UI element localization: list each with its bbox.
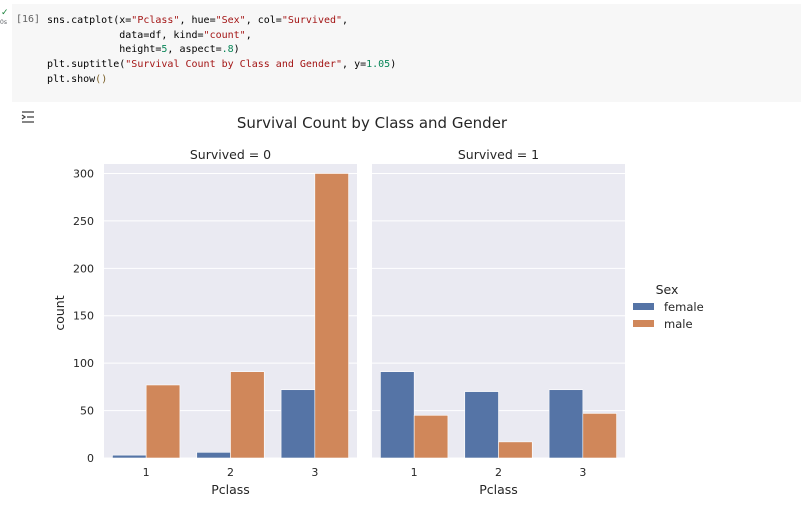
- run-time: 0s: [0, 19, 7, 26]
- bar-female: [196, 452, 231, 459]
- y-tick-label: 250: [73, 215, 94, 228]
- y-tick-label: 300: [73, 167, 94, 180]
- panel-title: Survived = 1: [458, 147, 539, 162]
- code-editor[interactable]: sns.catplot(x="Pclass", hue="Sex", col="…: [47, 14, 396, 88]
- bar-female: [548, 389, 584, 459]
- bar-female: [464, 391, 499, 459]
- panel-title: Survived = 0: [190, 147, 271, 162]
- x-tick-label: 3: [311, 466, 318, 479]
- y-tick-label: 150: [73, 310, 94, 323]
- chart-title: Survival Count by Class and Gender: [237, 114, 508, 132]
- x-tick-label: 1: [411, 466, 418, 479]
- x-tick-label: 2: [495, 466, 502, 479]
- run-status[interactable]: ✓ 0s: [0, 8, 12, 28]
- bar-male: [230, 371, 265, 459]
- legend-title: Sex: [656, 282, 679, 297]
- code-cell[interactable]: [12, 4, 801, 102]
- y-tick-label: 0: [87, 452, 94, 465]
- bar-male: [413, 415, 449, 459]
- x-axis-label: Pclass: [479, 482, 518, 497]
- y-axis-label: count: [52, 295, 67, 330]
- code-line: plt.suptitle("Survival Count by Class an…: [47, 59, 397, 71]
- bar-female: [380, 371, 415, 459]
- legend-label-female: female: [664, 300, 704, 314]
- x-tick-label: 2: [227, 466, 234, 479]
- code-line: height=5, aspect=.8): [47, 44, 240, 56]
- code-line: sns.catplot(x="Pclass", hue="Sex", col="…: [47, 15, 349, 26]
- legend-swatch-male: [633, 320, 654, 327]
- bar-male: [498, 441, 533, 459]
- y-tick-label: 200: [73, 262, 94, 275]
- check-icon: ✓: [1, 8, 9, 18]
- bar-male: [582, 413, 617, 459]
- bar-female: [280, 389, 316, 459]
- x-tick-label: 1: [143, 466, 150, 479]
- output-toggle-icon[interactable]: [20, 110, 36, 124]
- y-tick-label: 50: [80, 405, 94, 418]
- code-line: plt.show(): [47, 73, 108, 85]
- x-axis-label: Pclass: [211, 482, 250, 497]
- bar-male: [314, 173, 349, 459]
- code-line: data=df, kind="count",: [47, 29, 252, 41]
- x-tick-label: 3: [579, 466, 586, 479]
- legend: Sex female male: [633, 282, 704, 331]
- execution-count[interactable]: [16]: [16, 14, 41, 25]
- legend-label-male: male: [664, 317, 693, 331]
- y-tick-label: 100: [73, 357, 94, 370]
- bar-male: [145, 384, 181, 459]
- bar-female: [112, 454, 147, 459]
- legend-swatch-female: [633, 303, 654, 310]
